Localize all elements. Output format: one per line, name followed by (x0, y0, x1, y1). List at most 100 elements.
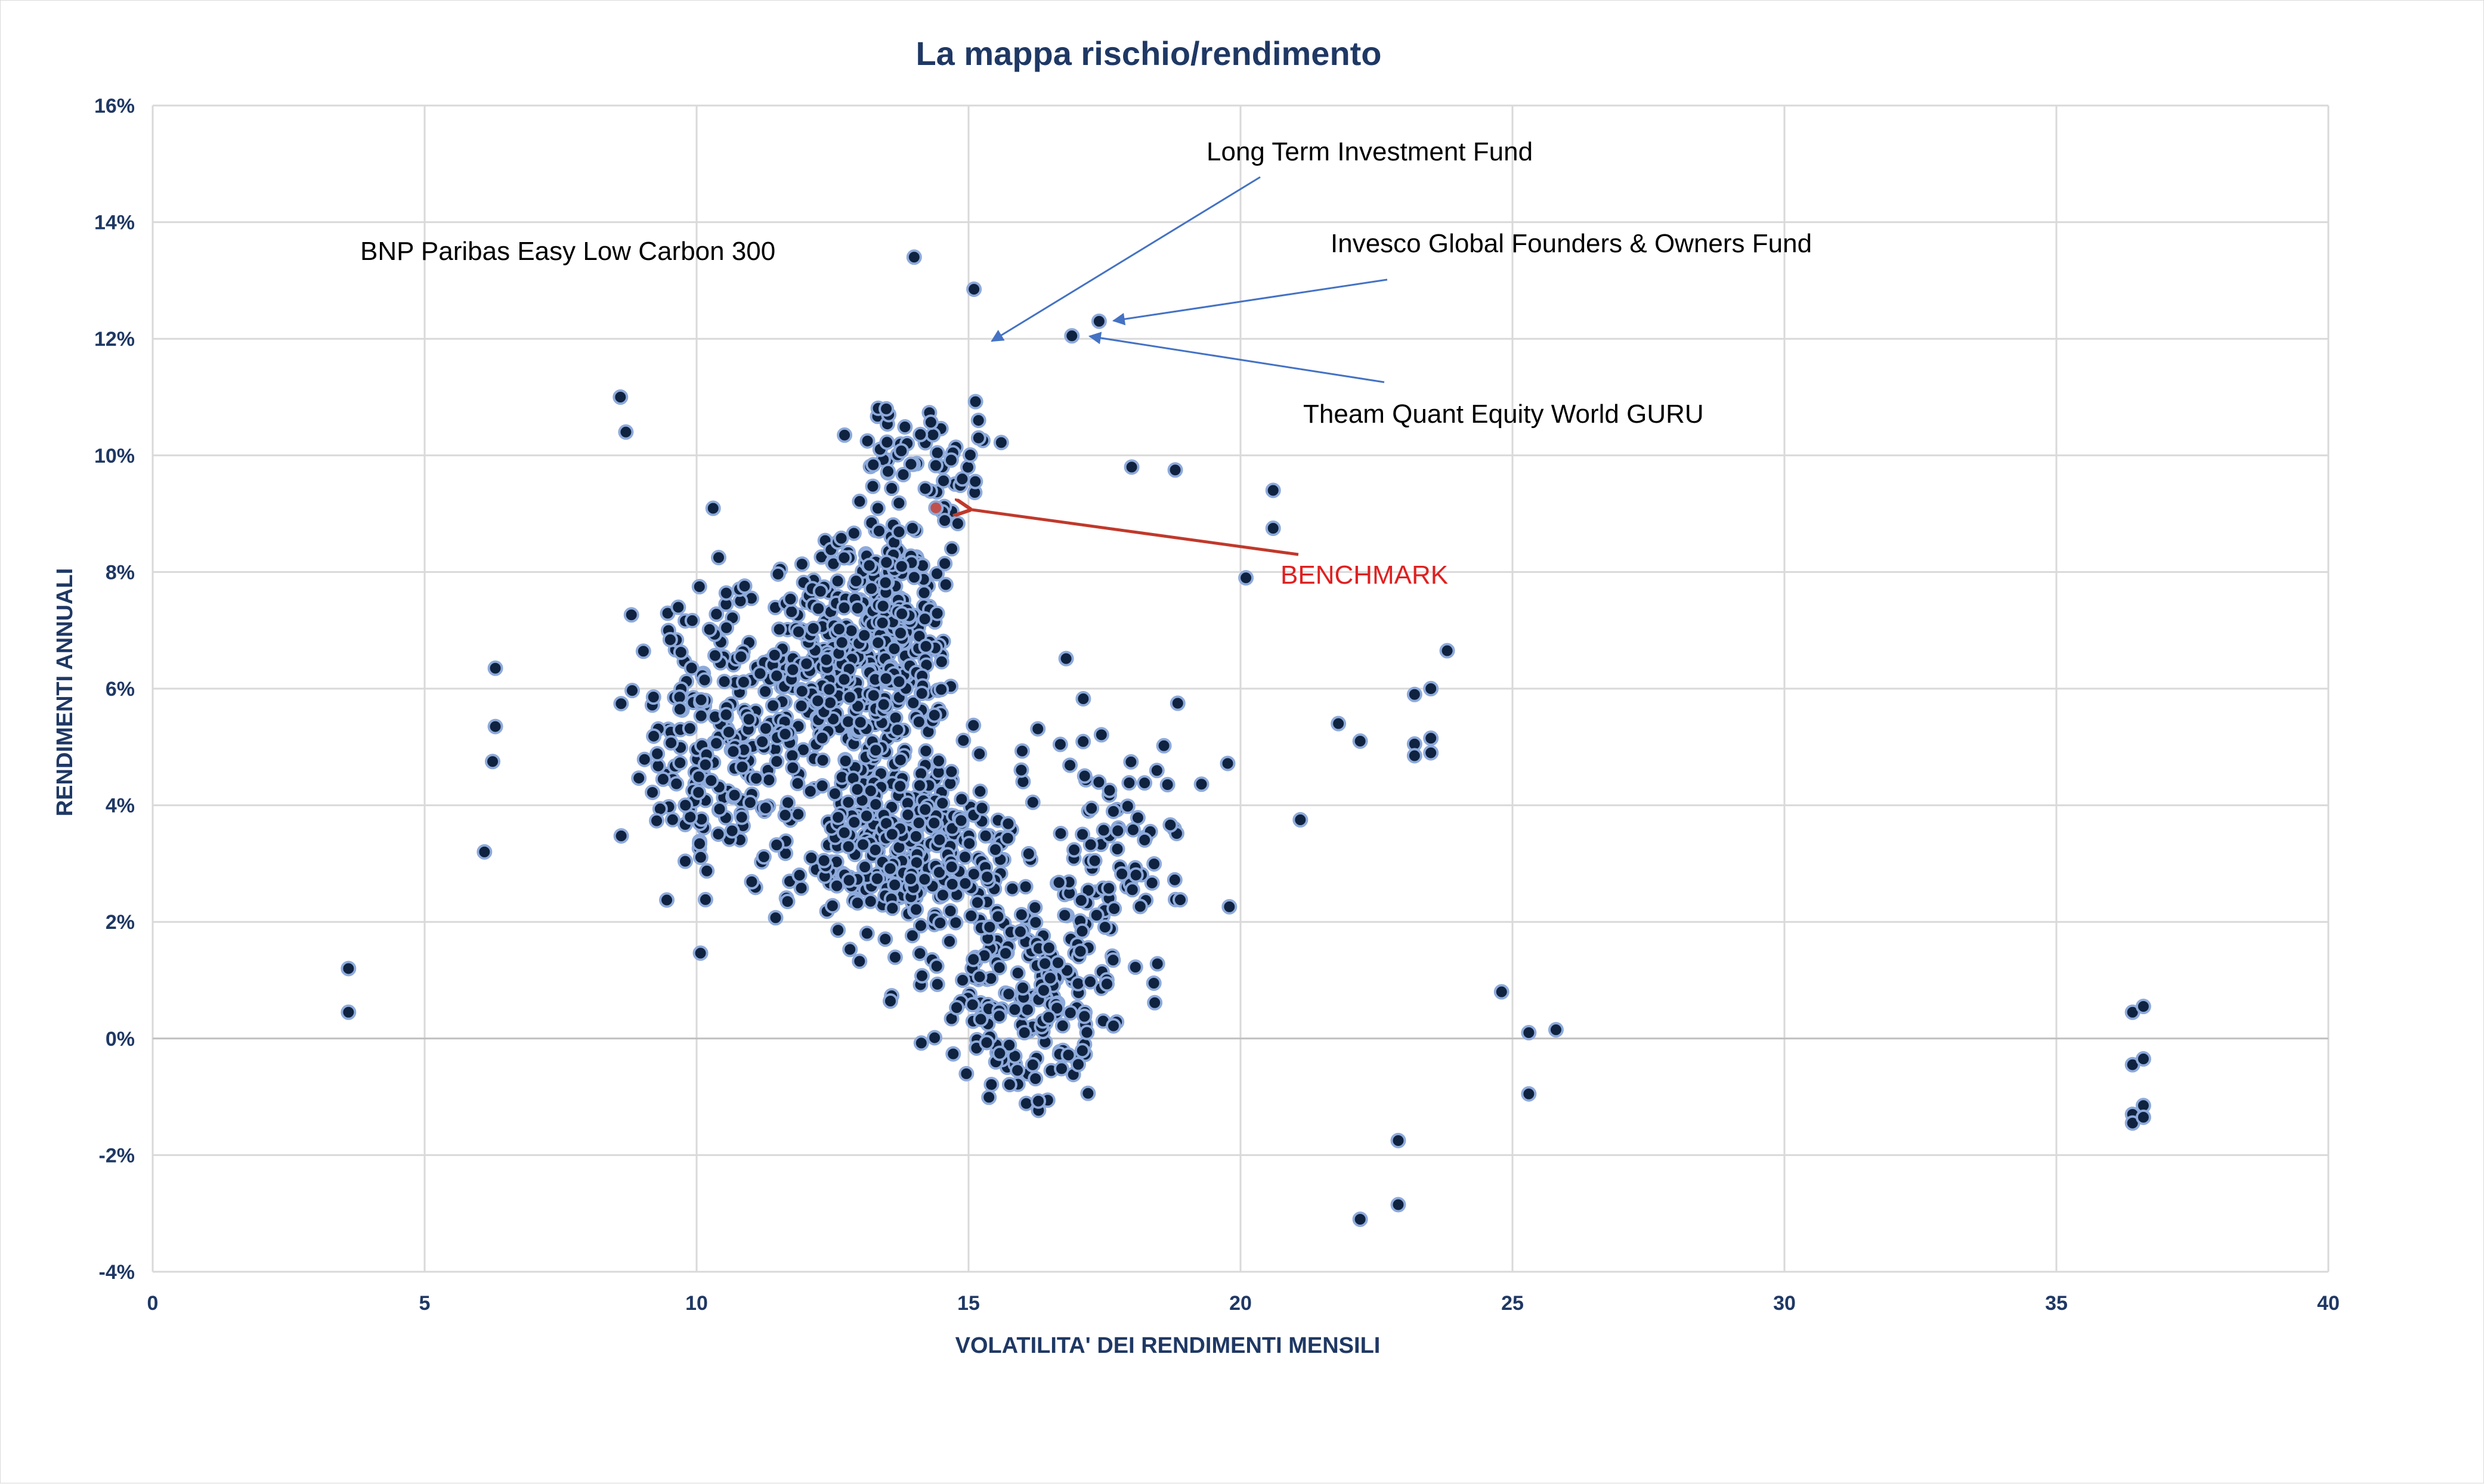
data-point (1027, 900, 1043, 916)
data-point (893, 443, 910, 459)
data-point (842, 941, 858, 958)
data-point (870, 500, 886, 516)
data-point (1075, 826, 1091, 842)
data-point (892, 778, 908, 794)
data-point (1025, 1057, 1041, 1073)
data-point (816, 853, 832, 869)
data-point (993, 435, 1009, 451)
data-point (1352, 733, 1368, 749)
data-point (1001, 1077, 1017, 1093)
data-point (1052, 736, 1068, 752)
data-point (970, 430, 986, 446)
data-point (1020, 845, 1037, 862)
data-point (719, 619, 735, 636)
data-point (341, 961, 357, 977)
data-point (663, 735, 679, 751)
data-point (822, 695, 839, 711)
data-point (961, 835, 977, 851)
data-point (955, 972, 971, 988)
data-point (1001, 1037, 1017, 1053)
data-point (1521, 1025, 1537, 1041)
data-point (1128, 867, 1144, 883)
data-point (692, 835, 708, 851)
x-tick-label: 30 (1773, 1292, 1796, 1315)
data-point (827, 786, 843, 802)
y-tick-label: 2% (106, 911, 135, 934)
data-point (927, 1030, 943, 1046)
data-point (1030, 721, 1046, 737)
data-point (870, 634, 886, 650)
data-point (917, 611, 933, 627)
data-point (790, 776, 806, 792)
data-point (1106, 901, 1122, 917)
data-point (905, 521, 921, 537)
data-point (855, 837, 871, 853)
data-point (880, 463, 896, 479)
data-point (1031, 1093, 1047, 1109)
data-point (878, 401, 895, 417)
data-point (1013, 762, 1029, 778)
data-point (1390, 1132, 1406, 1148)
data-point (991, 1008, 1007, 1024)
data-point (856, 627, 873, 643)
data-point (829, 878, 845, 894)
data-point (1406, 686, 1422, 702)
data-point (742, 795, 758, 811)
data-point (734, 809, 750, 825)
data-point (865, 457, 881, 473)
data-point (932, 915, 948, 931)
data-point (875, 598, 891, 614)
data-point (779, 893, 796, 909)
data-point (852, 714, 868, 730)
data-point (957, 849, 973, 865)
data-point (1010, 965, 1026, 981)
data-point (1220, 755, 1236, 772)
data-point (1331, 715, 1347, 732)
data-point (697, 672, 713, 688)
data-point (861, 557, 877, 574)
x-tick-label: 40 (2317, 1292, 2340, 1315)
y-tick-label: 16% (94, 95, 135, 117)
data-point (953, 813, 969, 829)
data-point (929, 958, 945, 974)
data-point (878, 671, 894, 687)
data-point (1019, 1002, 1035, 1018)
data-point (867, 842, 883, 858)
data-point (981, 1089, 997, 1105)
data-point (833, 530, 849, 546)
data-point (1167, 462, 1183, 478)
data-point (1423, 730, 1439, 746)
data-point (954, 791, 970, 807)
data-point (1170, 695, 1186, 711)
data-point (782, 591, 799, 607)
data-point (790, 624, 806, 640)
data-point (785, 662, 801, 678)
data-point (683, 660, 700, 676)
data-point (991, 959, 1007, 975)
data-point (852, 953, 868, 969)
data-point (943, 452, 959, 468)
data-point (1015, 980, 1031, 996)
data-point (1493, 984, 1509, 1000)
data-point (929, 605, 945, 621)
x-tick-label: 0 (147, 1292, 159, 1315)
data-point (836, 550, 852, 566)
data-point (613, 389, 629, 405)
arrow-theam (1088, 332, 1385, 383)
arrow-invesco (1112, 278, 1388, 326)
data-point (906, 569, 922, 585)
annotations: BNP Paribas Easy Low Carbon 300 Long Ter… (360, 137, 1812, 590)
labeled-point (1064, 328, 1080, 344)
data-point (1162, 817, 1178, 833)
data-point (933, 653, 949, 670)
data-point (942, 933, 958, 949)
data-point (1025, 794, 1041, 810)
annotation-theam: Theam Quant Equity World GURU (1303, 399, 1704, 429)
data-point (1105, 952, 1121, 968)
data-point (1066, 842, 1082, 858)
data-point (818, 652, 834, 668)
data-point (703, 773, 719, 789)
data-point (859, 433, 876, 449)
data-point (1159, 777, 1176, 793)
data-point (752, 665, 768, 681)
